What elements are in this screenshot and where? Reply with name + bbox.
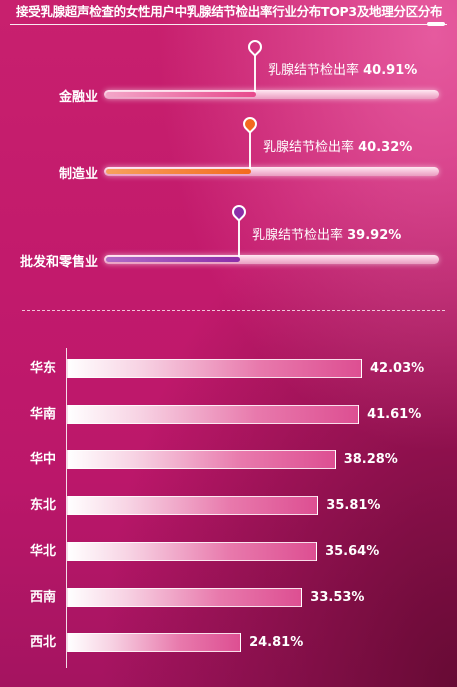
industry-marker-line (249, 131, 251, 169)
industry-value-label: 乳腺结节检出率 40.32% (263, 140, 413, 155)
industry-label: 金融业 (58, 90, 98, 105)
region-label: 西北 (29, 635, 56, 650)
region-row: 东北 35.81% (0, 496, 457, 516)
region-value-label: 42.03% (370, 361, 425, 376)
industry-label: 批发和零售业 (19, 255, 98, 270)
location-pin-icon (229, 202, 249, 222)
region-bar (67, 542, 318, 561)
industry-bar (106, 169, 251, 174)
region-label: 西南 (29, 590, 56, 605)
industry-label: 制造业 (58, 167, 98, 182)
industry-row: 金融业 乳腺结节检出率 40.91% (0, 37, 457, 110)
industry-track (104, 167, 439, 176)
region-value-label: 35.81% (326, 498, 381, 513)
region-label: 华东 (29, 361, 56, 376)
region-bar (67, 405, 360, 424)
industry-marker-line (254, 54, 256, 92)
title-accent-mark (427, 22, 445, 26)
region-row: 华中 38.28% (0, 450, 457, 470)
page-title: 接受乳腺超声检查的女性用户中乳腺结节检出率行业分布TOP3及地理分区分布 (16, 4, 443, 19)
industry-value-label: 乳腺结节检出率 40.91% (268, 63, 418, 78)
region-label: 东北 (29, 498, 56, 513)
location-pin-icon (240, 114, 260, 134)
industry-bar (106, 257, 240, 262)
industry-row: 批发和零售业 乳腺结节检出率 39.92% (0, 202, 457, 275)
region-bar (67, 450, 336, 469)
region-axis-line (66, 348, 67, 668)
region-row: 华南 41.61% (0, 405, 457, 425)
title-underline (10, 24, 447, 25)
region-label: 华北 (29, 544, 56, 559)
industry-track (104, 255, 439, 264)
region-value-label: 33.53% (310, 590, 365, 605)
region-bar (67, 588, 303, 607)
region-bar (67, 359, 362, 378)
region-label: 华南 (29, 407, 56, 422)
location-pin-icon (245, 37, 265, 57)
region-value-label: 41.61% (367, 407, 422, 422)
region-value-label: 35.64% (325, 544, 380, 559)
region-bar (67, 633, 242, 652)
region-value-label: 24.81% (249, 635, 304, 650)
industry-value-label: 乳腺结节检出率 39.92% (252, 228, 402, 243)
title-area: 接受乳腺超声检查的女性用户中乳腺结节检出率行业分布TOP3及地理分区分布 (10, 3, 447, 26)
industry-row: 制造业 乳腺结节检出率 40.32% (0, 114, 457, 187)
industry-marker-line (238, 219, 240, 257)
region-row: 华东 42.03% (0, 359, 457, 379)
industry-track (104, 90, 439, 99)
region-value-label: 38.28% (343, 452, 398, 467)
industry-bar (106, 92, 256, 97)
region-row: 西北 24.81% (0, 633, 457, 653)
region-row: 西南 33.53% (0, 588, 457, 608)
section-divider (22, 310, 445, 311)
region-row: 华北 35.64% (0, 542, 457, 562)
region-bar (67, 496, 319, 515)
region-label: 华中 (29, 452, 56, 467)
